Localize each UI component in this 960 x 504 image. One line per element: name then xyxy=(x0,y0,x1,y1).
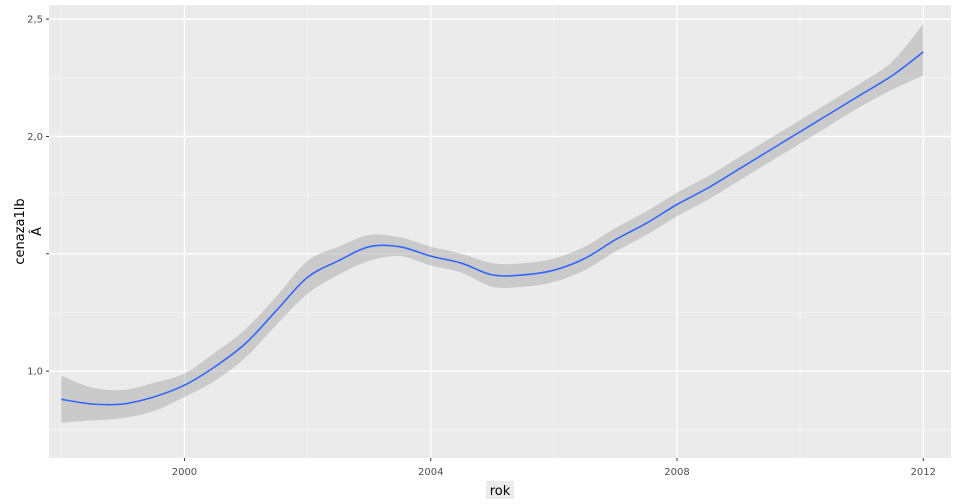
x-tick-label: 2012 xyxy=(911,467,936,478)
x-tick-label: 2000 xyxy=(172,467,197,478)
x-axis-ticks: 2000 2004 2008 2012 xyxy=(172,458,936,478)
plot-panel xyxy=(49,5,951,458)
major-grid xyxy=(49,5,951,458)
y-axis-ticks: 1,0 2,0 2,5 xyxy=(27,15,49,378)
confidence-ribbon xyxy=(61,23,924,423)
x-axis-title-background xyxy=(486,481,514,499)
x-tick-label: 2004 xyxy=(418,467,443,478)
y-axis-title: cenaza1lb Â xyxy=(13,198,45,264)
minor-grid xyxy=(49,5,951,458)
smooth-line xyxy=(61,51,924,406)
x-tick-label: 2008 xyxy=(664,467,689,478)
y-tick-label: 2,5 xyxy=(27,15,43,26)
y-tick-label: 2,0 xyxy=(27,132,43,143)
y-tick-label: 1,0 xyxy=(27,367,43,378)
x-axis-title: rok xyxy=(490,484,511,499)
